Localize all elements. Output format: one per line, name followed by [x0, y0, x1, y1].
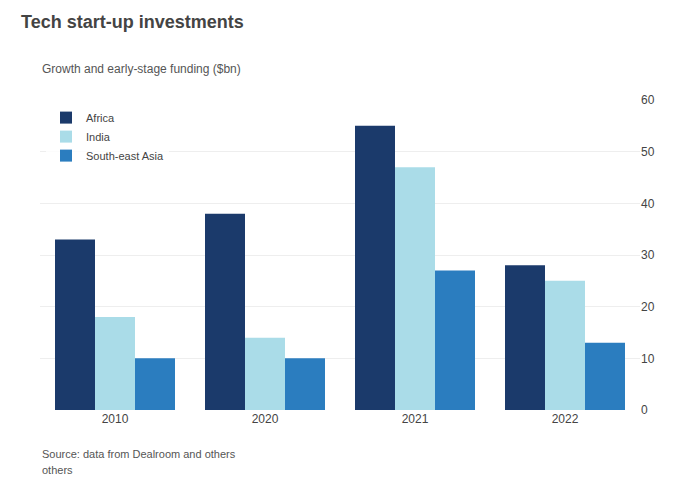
svg-text:Africa: Africa: [86, 112, 115, 124]
svg-text:50: 50: [641, 145, 655, 159]
svg-text:South-east Asia: South-east Asia: [86, 150, 164, 162]
svg-text:India: India: [86, 131, 111, 143]
svg-text:2021: 2021: [402, 412, 429, 426]
svg-text:others: others: [42, 464, 73, 476]
svg-text:10: 10: [641, 352, 655, 366]
svg-text:Source: data from Dealroom and: Source: data from Dealroom and others: [42, 448, 236, 460]
svg-text:30: 30: [641, 248, 655, 262]
svg-text:Tech start-up investments: Tech start-up investments: [21, 12, 244, 32]
svg-text:40: 40: [641, 197, 655, 211]
svg-text:2020: 2020: [252, 412, 279, 426]
svg-text:Growth and early-stage funding: Growth and early-stage funding ($bn): [42, 62, 241, 76]
svg-text:2010: 2010: [102, 412, 129, 426]
svg-text:20: 20: [641, 300, 655, 314]
svg-text:2022: 2022: [552, 412, 579, 426]
svg-text:0: 0: [641, 403, 648, 417]
svg-text:60: 60: [641, 93, 655, 107]
